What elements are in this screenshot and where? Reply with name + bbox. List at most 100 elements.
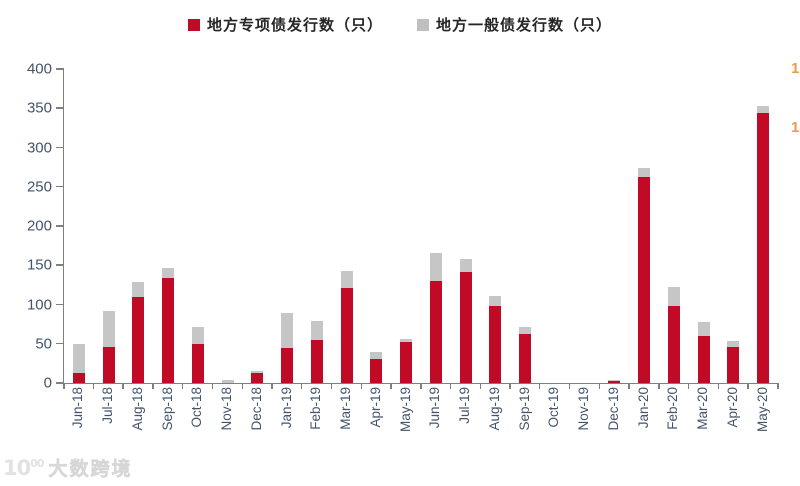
bar-slot-Mar-20	[689, 69, 719, 383]
bar-segment	[132, 296, 145, 383]
bar-segment	[162, 277, 175, 383]
x-axis-label: Oct-18	[189, 387, 205, 428]
bar-segment	[757, 112, 770, 383]
x-axis-tick	[181, 383, 184, 389]
bar-slot-Jun-18	[64, 69, 94, 383]
bar-segment	[429, 280, 442, 383]
bar-segment	[489, 306, 502, 383]
legend-item-special-bonds: 地方专项债发行数（只）	[187, 14, 383, 35]
bar-Jan-20	[638, 167, 651, 383]
x-axis-label: Aug-19	[486, 387, 502, 431]
y-axis-tick-label: 100	[26, 296, 52, 313]
watermark-brand-text: 大数跨境	[48, 458, 133, 481]
x-label-slot: Jun-18	[63, 385, 93, 457]
x-label-slot: Nov-18	[212, 385, 242, 457]
x-axis-tick	[777, 383, 779, 389]
bar-Nov-18	[221, 379, 234, 383]
x-axis-tick	[122, 383, 124, 389]
y-axis-tick-label: 0	[43, 374, 52, 392]
secondary-axis-label-clipped: 1	[791, 119, 800, 136]
bar-segment	[608, 379, 621, 382]
bar-slot-Aug-18	[124, 69, 154, 383]
x-axis-label: Nov-19	[576, 387, 592, 431]
bar-Jul-18	[102, 310, 115, 383]
x-axis-label: Feb-20	[665, 387, 681, 430]
x-axis-tick	[330, 383, 333, 389]
x-axis-tick	[449, 383, 452, 389]
bar-segment	[489, 295, 502, 307]
bar-segment	[667, 306, 680, 383]
x-axis-tick	[241, 383, 243, 389]
x-axis-tick	[420, 383, 422, 389]
y-axis-tick	[56, 225, 64, 227]
bar-segment	[310, 321, 323, 340]
x-axis-label: Feb-19	[308, 387, 324, 430]
x-label-slot: Mar-19	[331, 385, 361, 457]
bar-segment	[727, 346, 740, 383]
bar-Mar-19	[340, 270, 353, 383]
x-axis-tick	[360, 383, 362, 389]
bar-segment	[370, 351, 383, 360]
bar-slot-Oct-18	[183, 69, 213, 383]
bar-segment	[132, 281, 145, 297]
bar-segment	[72, 343, 85, 373]
bar-segment	[638, 167, 651, 178]
bar-segment	[459, 271, 472, 383]
x-label-slot: Feb-20	[658, 385, 688, 457]
bar-May-20	[757, 105, 770, 383]
bar-segment	[519, 333, 532, 383]
bar-slot-Mar-19	[332, 69, 362, 383]
x-axis-label: Jun-18	[70, 387, 86, 429]
bar-Sep-18	[162, 267, 175, 383]
y-axis-tick-label: 300	[26, 139, 52, 156]
x-label-slot: Apr-20	[718, 385, 748, 457]
x-label-slot: Oct-19	[539, 385, 569, 457]
bar-Apr-19	[370, 351, 383, 383]
x-axis-label: Jul-19	[457, 387, 473, 424]
bar-segment	[72, 372, 85, 383]
x-label-slot: Sep-19	[509, 385, 539, 457]
bar-segment	[102, 310, 115, 347]
bar-Aug-18	[132, 281, 145, 383]
bar-segment	[400, 342, 413, 383]
y-axis-tick-label: 50	[35, 335, 52, 353]
bar-segment	[697, 321, 710, 336]
x-label-slot: Oct-18	[182, 385, 212, 457]
x-axis-label: Jan-20	[635, 387, 651, 429]
x-axis-tick	[717, 383, 719, 389]
bar-segment	[370, 359, 383, 383]
bar-segment	[697, 335, 710, 383]
y-axis-tick	[56, 382, 64, 384]
watermark: 1000 大数跨境	[3, 454, 133, 481]
x-label-slot: Dec-19	[599, 385, 629, 457]
bar-Dec-19	[608, 379, 621, 383]
bar-slot-Feb-19	[302, 69, 332, 383]
y-axis-tick	[56, 342, 64, 345]
x-label-slot: Jan-19	[271, 385, 301, 457]
y-axis-tick	[56, 264, 64, 266]
bar-segment	[281, 348, 294, 383]
x-axis-label: Apr-19	[367, 387, 383, 428]
x-label-slot: Jul-18	[93, 385, 123, 457]
y-axis-tick-label: 400	[26, 60, 52, 78]
bar-slot-Oct-19	[540, 69, 570, 383]
bar-slot-Sep-19	[510, 69, 540, 383]
x-axis-tick	[479, 383, 481, 389]
x-axis-tick	[390, 383, 392, 389]
bar-segment	[727, 341, 740, 347]
y-axis-tick	[56, 146, 64, 148]
x-axis-tick	[211, 383, 214, 389]
x-axis-tick	[628, 383, 630, 389]
x-axis-label: Sep-18	[159, 387, 175, 431]
secondary-axis-label-clipped: 1	[791, 60, 800, 77]
x-axis-tick	[509, 383, 511, 389]
bar-segment	[340, 270, 353, 289]
bar-segment	[251, 371, 264, 373]
x-axis-tick	[538, 383, 541, 389]
legend-label-special: 地方专项债发行数（只）	[206, 16, 383, 34]
x-axis-label: Dec-19	[605, 387, 621, 431]
bar-slot-Apr-20	[719, 69, 749, 383]
x-axis-label: Aug-18	[129, 387, 145, 431]
x-label-slot: Nov-19	[569, 385, 599, 457]
